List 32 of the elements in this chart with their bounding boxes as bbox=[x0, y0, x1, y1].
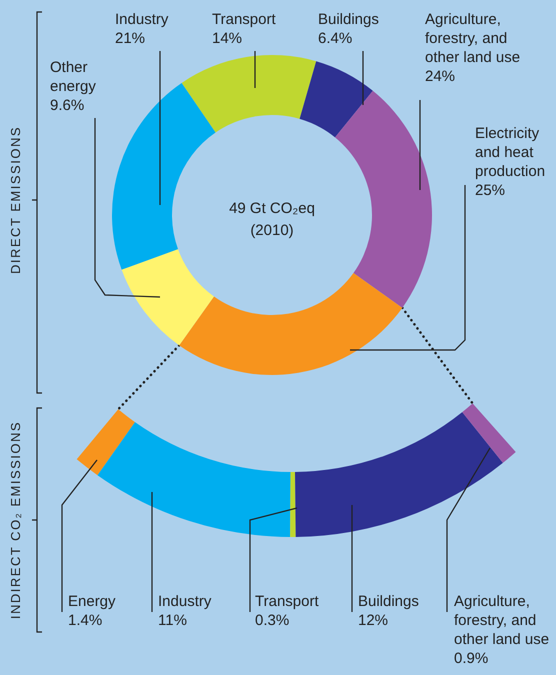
slice-label: Agriculture, forestry, and other land use bbox=[425, 11, 520, 66]
data-label: 24% bbox=[425, 68, 456, 85]
donut-slice bbox=[182, 55, 316, 132]
donut-slice bbox=[122, 249, 214, 346]
slice-label: Other energy bbox=[50, 59, 96, 95]
data-label: 11% bbox=[158, 612, 187, 629]
slice-label: Industry bbox=[115, 11, 169, 28]
text: (2010) bbox=[250, 222, 294, 239]
donut-slice bbox=[179, 273, 402, 375]
data-label: 9.6% bbox=[50, 97, 84, 114]
slice-label: Transport bbox=[212, 11, 276, 28]
data-label: 21% bbox=[115, 30, 146, 47]
category-label: Agriculture, forestry, and other land use bbox=[454, 593, 550, 648]
text: 49 Gt CO₂eq bbox=[229, 200, 315, 217]
text: DIRECT EMISSIONS bbox=[8, 126, 23, 274]
data-label: 6.4% bbox=[318, 30, 352, 47]
data-label: 12% bbox=[358, 612, 388, 629]
donut-slice bbox=[335, 90, 432, 308]
category-label: Energy bbox=[68, 593, 116, 610]
data-label: 0.9% bbox=[454, 650, 488, 667]
category-label: Buildings bbox=[358, 593, 419, 610]
category-label: Transport bbox=[255, 593, 320, 610]
data-label: 14% bbox=[212, 30, 242, 47]
data-label: 1.4% bbox=[68, 612, 102, 629]
donut-slice bbox=[112, 82, 216, 270]
text: INDIRECT CO₂ EMISSIONS bbox=[8, 420, 23, 620]
slice-label: Buildings bbox=[318, 11, 379, 28]
data-label: 0.3% bbox=[255, 612, 290, 629]
slice-label: Electricity and heat production bbox=[475, 125, 546, 180]
category-label: Industry bbox=[158, 593, 212, 610]
data-label: 25% bbox=[475, 182, 506, 199]
donut-slice bbox=[300, 61, 373, 138]
